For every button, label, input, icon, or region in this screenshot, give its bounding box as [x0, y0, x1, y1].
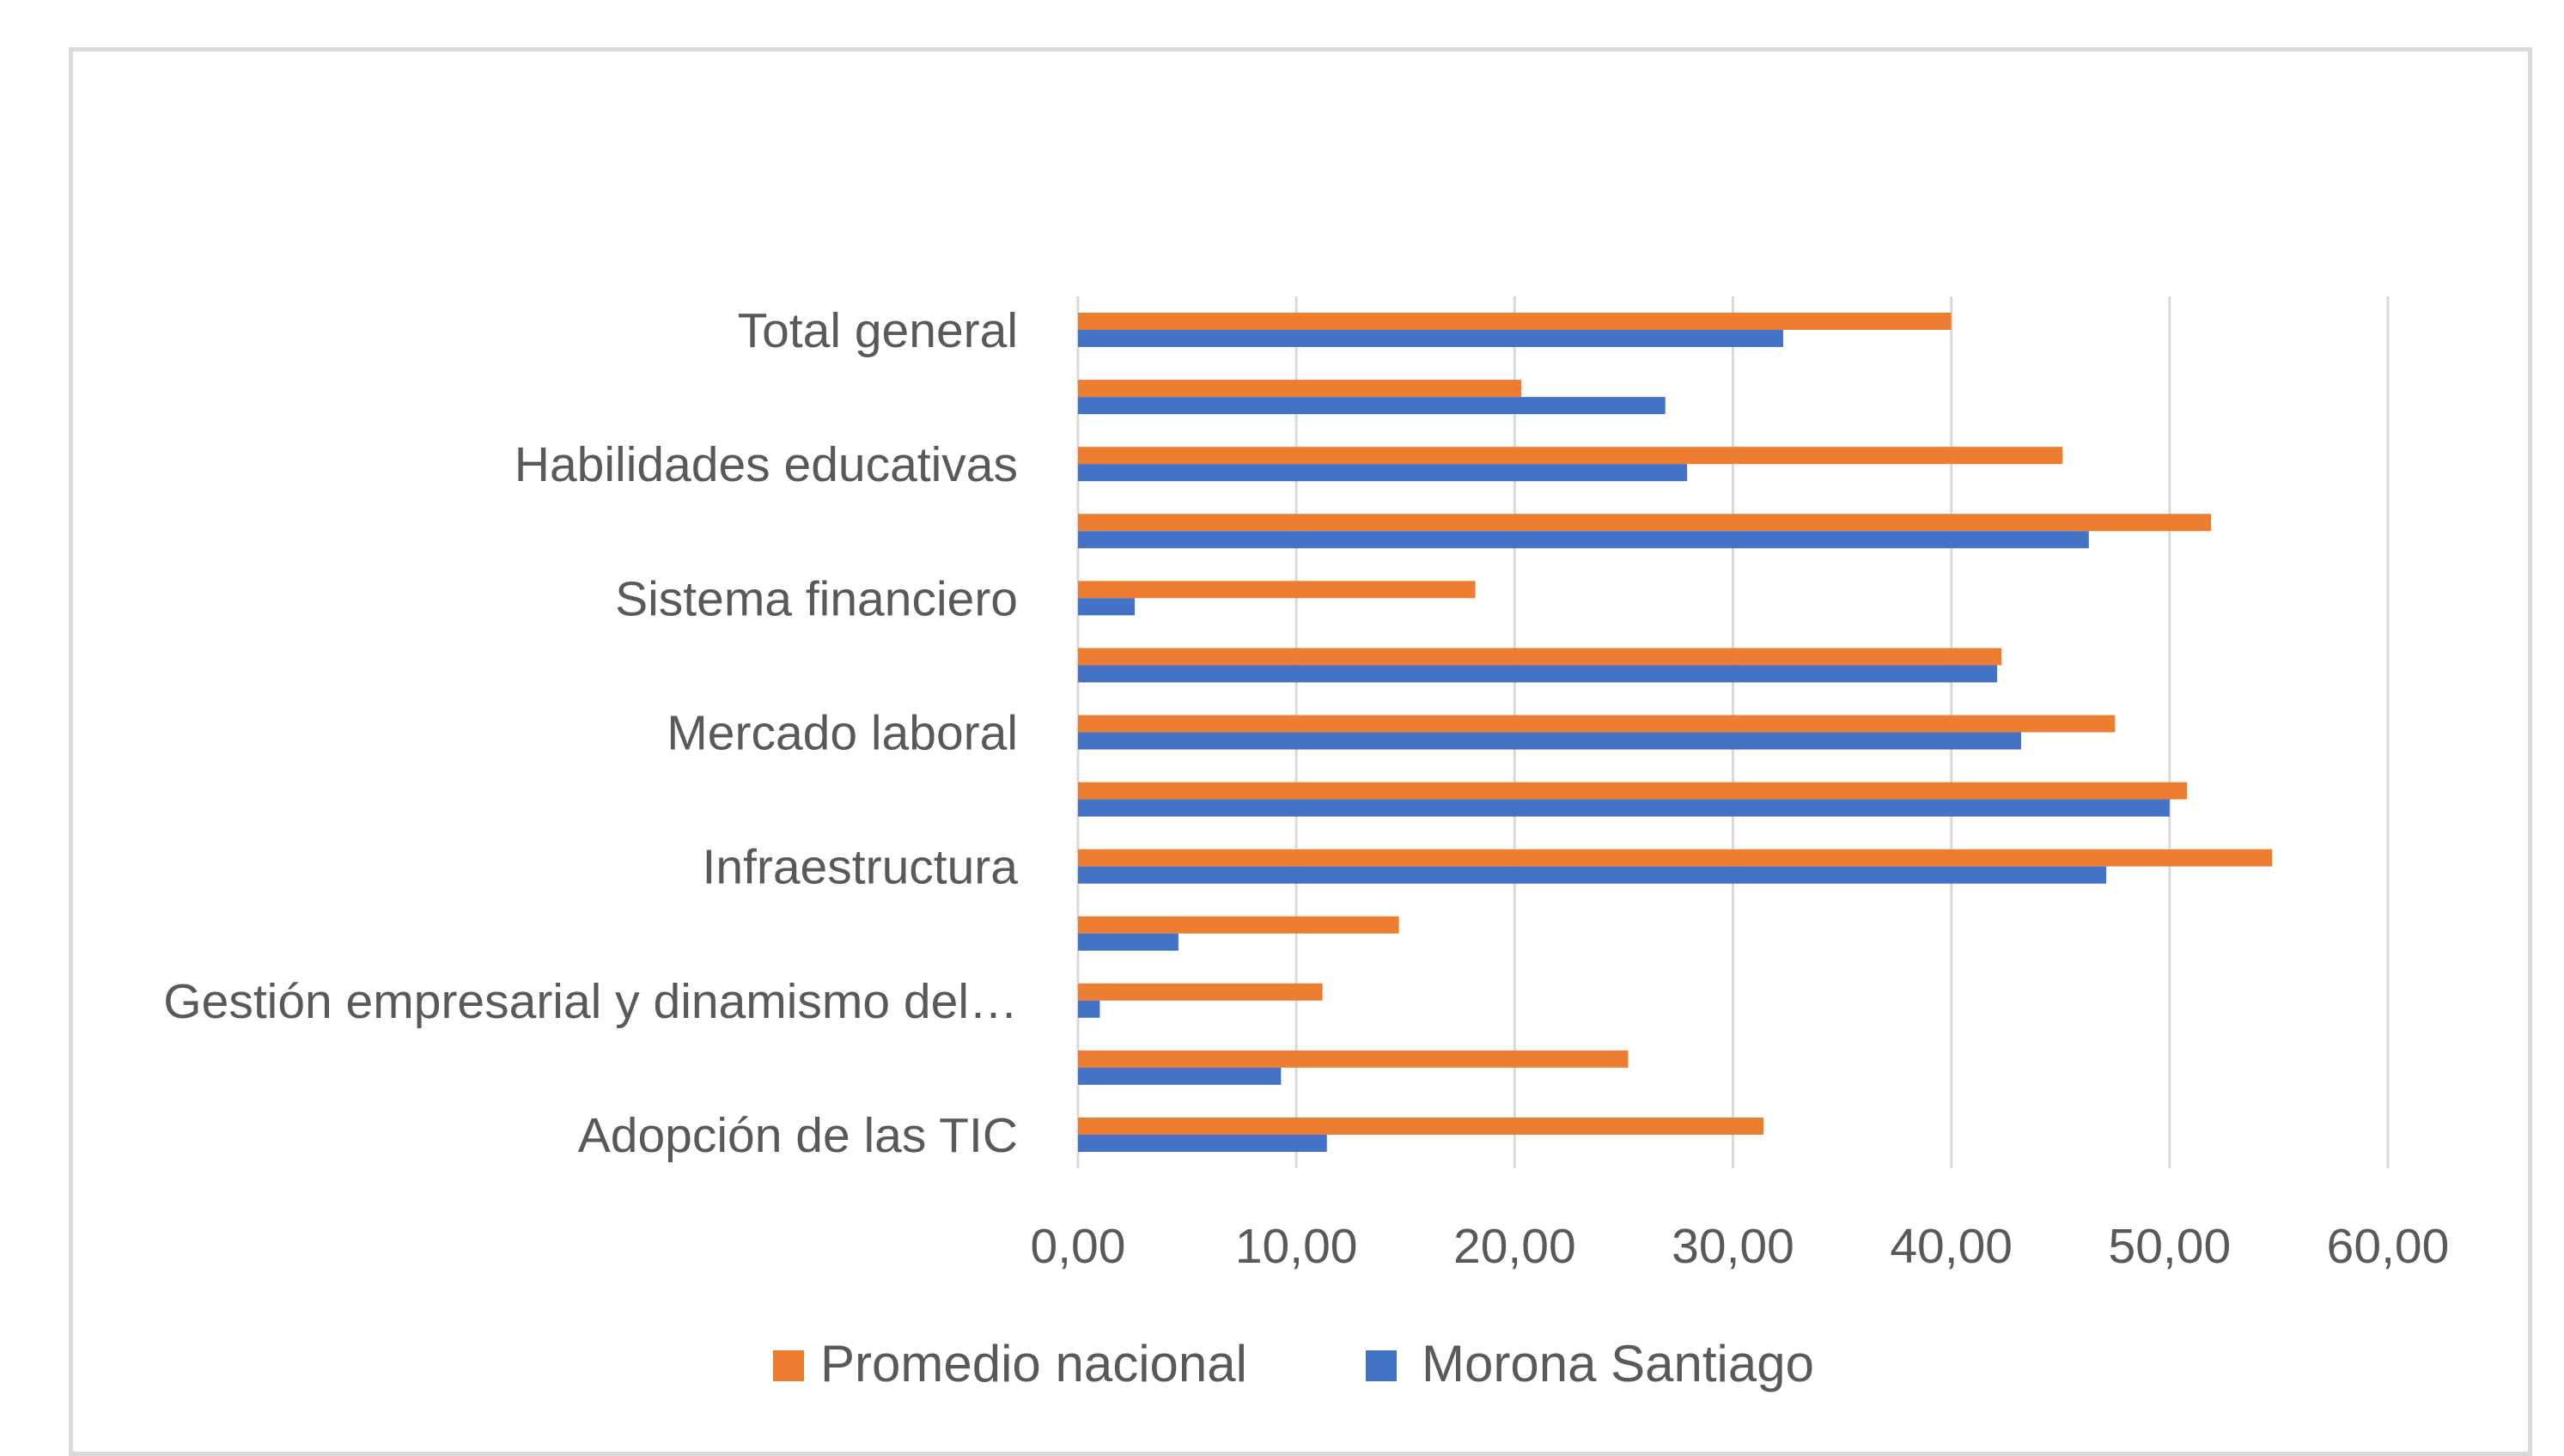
bar-morona-santiago — [1078, 598, 1136, 616]
bar-morona-santiago — [1078, 330, 1783, 348]
x-tick-label: 0,00 — [1031, 1219, 1126, 1274]
x-tick-label: 40,00 — [1890, 1219, 2013, 1274]
bar-morona-santiago — [1078, 732, 2021, 750]
bar-morona-santiago — [1078, 1134, 1327, 1152]
legend-swatch-promedio-nacional — [773, 1350, 804, 1381]
x-tick-label: 30,00 — [1672, 1219, 1794, 1274]
bar-promedio-nacional — [1078, 581, 1476, 599]
x-tick-label: 10,00 — [1235, 1219, 1358, 1274]
bar-morona-santiago — [1078, 1000, 1100, 1018]
bar-morona-santiago — [1078, 866, 2107, 884]
bar-promedio-nacional — [1078, 1050, 1629, 1068]
bar-promedio-nacional — [1078, 849, 2273, 867]
x-axis-tick-labels: 0,00 10,00 20,00 30,00 40,00 50,00 60,00 — [1031, 1219, 2450, 1274]
category-label: Mercado laboral — [667, 706, 1018, 761]
bar-promedio-nacional — [1078, 983, 1323, 1001]
bar-promedio-nacional — [1078, 916, 1399, 934]
legend-label-morona-santiago: Morona Santiago — [1422, 1335, 1814, 1392]
bar-promedio-nacional — [1078, 380, 1521, 398]
category-label: Total general — [738, 303, 1018, 358]
bar-morona-santiago — [1078, 531, 2089, 549]
bar-morona-santiago — [1078, 464, 1688, 482]
category-label: Sistema financiero — [615, 571, 1018, 626]
bar-promedio-nacional — [1078, 715, 2116, 733]
bar-morona-santiago — [1078, 665, 1998, 683]
bar-morona-santiago — [1078, 1067, 1282, 1085]
bar-morona-santiago — [1078, 799, 2170, 817]
bar-morona-santiago — [1078, 397, 1666, 415]
bar-promedio-nacional — [1078, 1117, 1764, 1135]
bar-morona-santiago — [1078, 933, 1178, 951]
x-tick-label: 50,00 — [2109, 1219, 2232, 1274]
category-label: Gestión empresarial y dinamismo del… — [163, 974, 1018, 1029]
category-label: Habilidades educativas — [515, 437, 1018, 492]
chart-frame — [69, 47, 2532, 1456]
bar-promedio-nacional — [1078, 313, 1952, 331]
bars — [1078, 313, 2273, 1152]
x-tick-label: 60,00 — [2327, 1219, 2450, 1274]
bar-promedio-nacional — [1078, 782, 2188, 800]
legend-swatch-morona-santiago — [1366, 1350, 1397, 1381]
legend-label-promedio-nacional: Promedio nacional — [820, 1335, 1247, 1392]
category-label: Adopción de las TIC — [578, 1108, 1018, 1163]
bar-promedio-nacional — [1078, 447, 2063, 465]
x-tick-label: 20,00 — [1453, 1219, 1576, 1274]
bar-promedio-nacional — [1078, 648, 2002, 666]
legend: Promedio nacional Morona Santiago — [773, 1335, 1814, 1392]
bar-promedio-nacional — [1078, 514, 2212, 532]
category-labels: Total general Habilidades educativas Siste… — [163, 303, 1018, 1163]
category-label: Infraestructura — [703, 840, 1019, 895]
